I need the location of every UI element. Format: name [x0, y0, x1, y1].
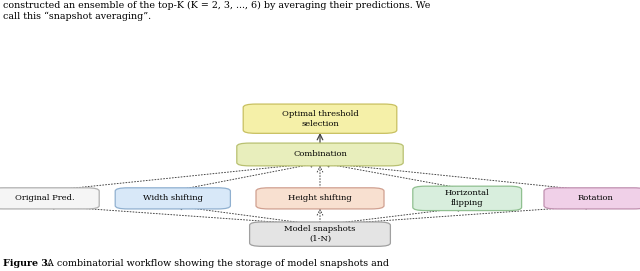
- Text: Combination: Combination: [293, 150, 347, 159]
- Text: constructed an ensemble of the top-K (K = 2, 3, ..., 6) by averaging their predi: constructed an ensemble of the top-K (K …: [3, 1, 431, 21]
- Text: A combinatorial workflow showing the storage of model snapshots and: A combinatorial workflow showing the sto…: [44, 259, 388, 268]
- FancyBboxPatch shape: [256, 188, 384, 209]
- FancyBboxPatch shape: [243, 104, 397, 133]
- FancyBboxPatch shape: [115, 188, 230, 209]
- FancyBboxPatch shape: [237, 143, 403, 166]
- Text: Optimal threshold
selection: Optimal threshold selection: [282, 110, 358, 128]
- FancyBboxPatch shape: [0, 188, 99, 209]
- Text: Figure 3.: Figure 3.: [3, 259, 51, 268]
- FancyBboxPatch shape: [544, 188, 640, 209]
- Text: Width shifting: Width shifting: [143, 194, 203, 202]
- Text: Horizontal
flipping: Horizontal flipping: [445, 189, 490, 207]
- FancyBboxPatch shape: [413, 186, 522, 211]
- Text: Model snapshots
(1-N): Model snapshots (1-N): [284, 225, 356, 243]
- Text: Original Pred.: Original Pred.: [15, 194, 75, 202]
- FancyBboxPatch shape: [250, 222, 390, 246]
- Text: Rotation: Rotation: [577, 194, 613, 202]
- Text: Height shifting: Height shifting: [288, 194, 352, 202]
